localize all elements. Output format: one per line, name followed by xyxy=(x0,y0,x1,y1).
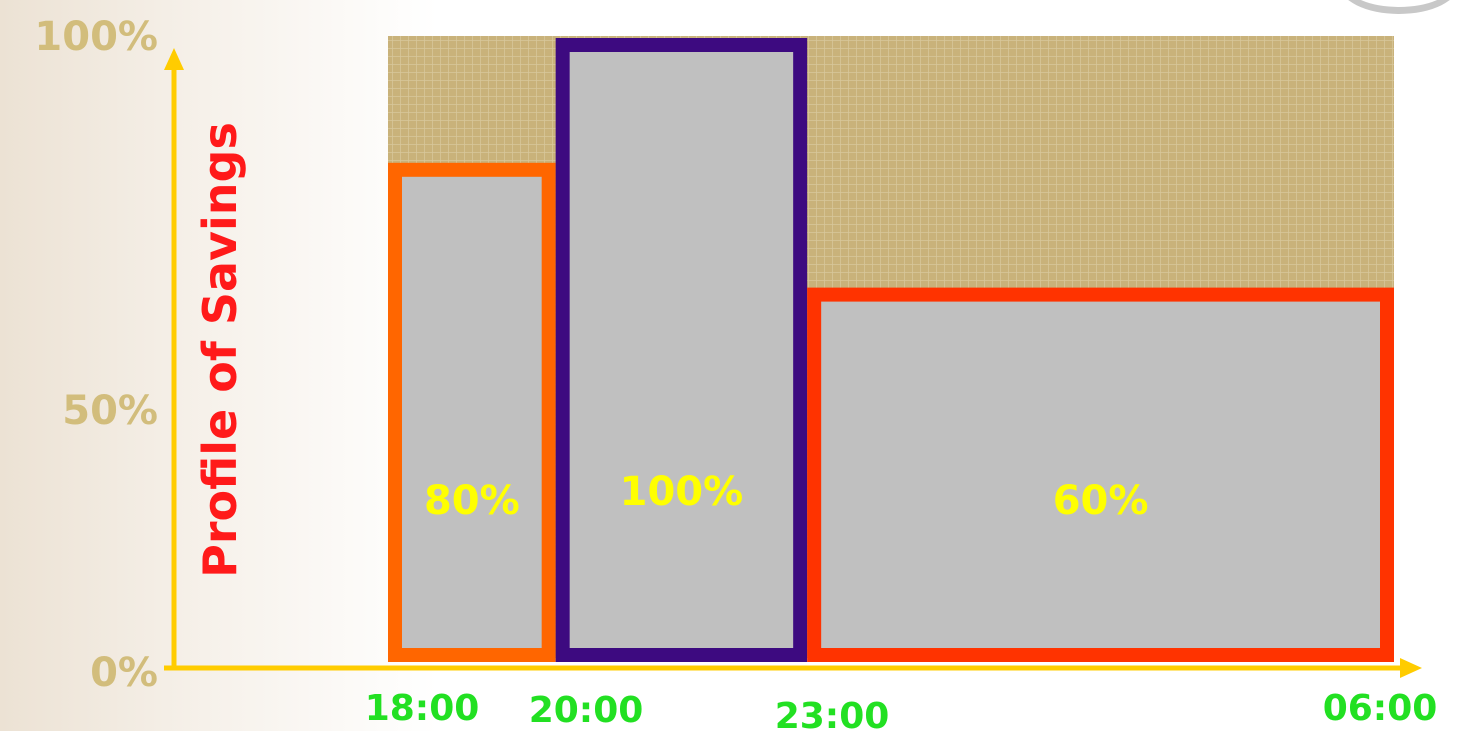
bars-group xyxy=(388,38,1394,663)
bar-1 xyxy=(555,38,808,662)
data-label-0: 80% xyxy=(424,478,520,524)
bar-2 xyxy=(807,287,1394,662)
y-axis xyxy=(164,48,184,668)
y-tick-1: 50% xyxy=(62,388,158,434)
x-tick-0: 18:00 xyxy=(365,688,480,729)
data-label-2: 60% xyxy=(1053,478,1149,524)
y-tick-2: 100% xyxy=(34,14,158,60)
data-labels: 80% 100% 60% xyxy=(424,469,1149,524)
x-tick-1: 20:00 xyxy=(529,690,644,731)
x-tick-2: 23:00 xyxy=(775,696,890,731)
x-tick-3: 06:00 xyxy=(1323,688,1438,729)
bar-0 xyxy=(388,162,556,663)
y-tick-0: 0% xyxy=(90,650,158,696)
data-label-1: 100% xyxy=(620,469,744,515)
x-tick-labels: 18:00 20:00 23:00 06:00 xyxy=(365,688,1438,731)
x-axis xyxy=(164,658,1422,678)
y-tick-labels: 0% 50% 100% xyxy=(34,14,158,696)
y-axis-label: Profile of Savings xyxy=(193,122,247,578)
